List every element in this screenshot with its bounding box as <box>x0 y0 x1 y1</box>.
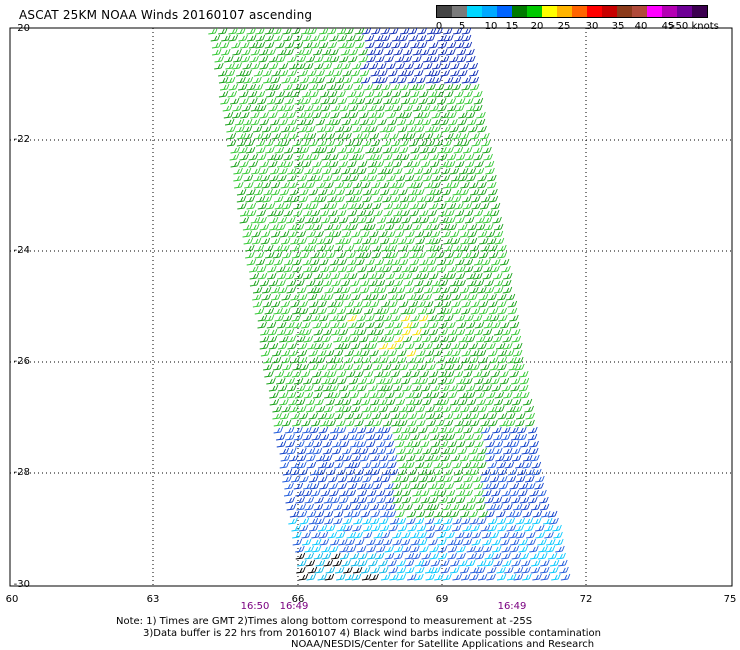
y-label-20: -20 <box>13 23 30 34</box>
legend-swatch <box>452 6 467 17</box>
y-label-24: -24 <box>13 245 30 256</box>
x-label-69: 69 <box>435 594 449 605</box>
legend-swatch <box>542 6 557 17</box>
legend-swatch <box>512 6 527 17</box>
legend-swatch <box>527 6 542 17</box>
legend-swatch <box>647 6 662 17</box>
legend-swatch <box>572 6 587 17</box>
legend-swatch <box>617 6 632 17</box>
legend-tick-label: 35 <box>611 21 625 32</box>
legend-swatch <box>557 6 572 17</box>
note-line-1: Note: 1) Times are GMT 2)Times along bot… <box>116 616 533 627</box>
legend-swatch <box>632 6 647 17</box>
satellite-swath <box>208 27 571 581</box>
legend-swatch <box>482 6 497 17</box>
legend-color-bar <box>436 5 708 18</box>
x-label-66: 66 <box>291 594 305 605</box>
legend-tick-label: >50 knots <box>667 21 719 32</box>
x-label-60: 60 <box>5 594 19 605</box>
pass-time-2: 16:49 <box>279 601 309 612</box>
legend-swatch <box>602 6 617 17</box>
pass-time-3: 16:49 <box>497 601 527 612</box>
y-label-30: -30 <box>13 579 30 590</box>
y-label-26: -26 <box>13 356 30 367</box>
grid-lines <box>10 28 732 586</box>
map-title: ASCAT 25KM NOAA Winds 20160107 ascending <box>19 8 313 22</box>
legend-tick-label: 10 <box>484 21 498 32</box>
legend-swatch <box>497 6 512 17</box>
legend-tick-label: 40 <box>634 21 648 32</box>
map-frame <box>9 27 733 587</box>
legend-swatch <box>587 6 602 17</box>
legend-swatch <box>437 6 452 17</box>
legend-tick-label: 15 <box>505 21 519 32</box>
legend-tick-label: 25 <box>557 21 571 32</box>
legend-swatch <box>677 6 692 17</box>
x-label-63: 63 <box>146 594 160 605</box>
y-label-28: -28 <box>13 467 30 478</box>
x-label-72: 72 <box>579 594 593 605</box>
legend-tick-label: 0 <box>435 21 443 32</box>
note-line-2: 3)Data buffer is 22 hrs from 20160107 4)… <box>143 628 601 639</box>
legend-tick-label: 5 <box>458 21 466 32</box>
pass-time-1: 16:50 <box>240 601 270 612</box>
y-label-22: -22 <box>13 134 30 145</box>
legend-swatch <box>467 6 482 17</box>
legend-tick-label: 45 <box>661 21 675 32</box>
legend-swatch <box>692 6 707 17</box>
legend-tick-label: 30 <box>585 21 599 32</box>
legend-tick-label: 20 <box>530 21 544 32</box>
note-line-3: NOAA/NESDIS/Center for Satellite Applica… <box>291 639 595 650</box>
wind-speed-legend: 0 5 10 15 20 25 30 35 40 45 >50 knots <box>435 5 719 35</box>
x-label-75: 75 <box>723 594 737 605</box>
legend-swatch <box>662 6 677 17</box>
